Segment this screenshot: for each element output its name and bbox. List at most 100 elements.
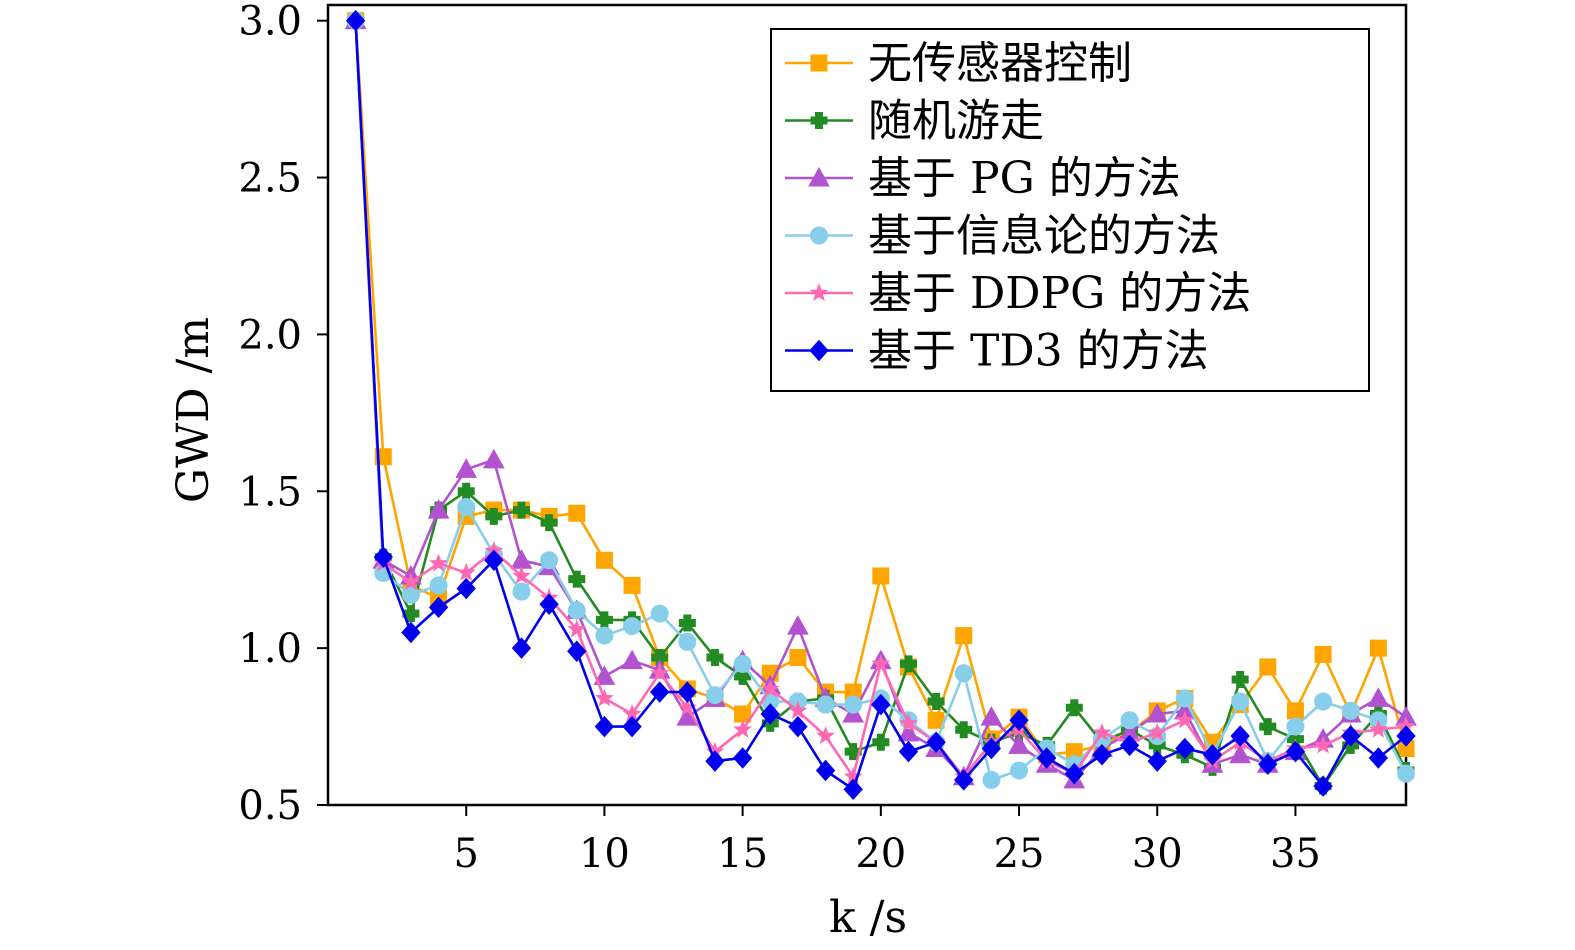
data-point: [1120, 711, 1139, 730]
data-point: [1092, 722, 1112, 741]
data-point: [981, 737, 1002, 760]
data-point: [1008, 734, 1030, 754]
x-tick-label: 35: [1270, 831, 1321, 877]
data-point: [595, 611, 613, 629]
data-point: [1368, 719, 1388, 738]
data-point: [760, 703, 780, 725]
data-point: [1175, 689, 1194, 708]
data-point: [898, 740, 919, 763]
data-point: [788, 715, 808, 738]
data-point: [1231, 692, 1250, 711]
data-point: [872, 567, 890, 585]
y-tick-label: 2.0: [238, 312, 302, 358]
data-point: [1146, 702, 1169, 723]
legend-entry: 随机游走: [785, 96, 1044, 147]
data-point: [455, 458, 478, 478]
data-point: [484, 549, 504, 572]
data-point: [568, 504, 586, 522]
y-axis-label: GWD /m: [168, 317, 219, 503]
data-point: [510, 549, 533, 569]
y-tick-label: 2.5: [238, 156, 302, 202]
data-point: [678, 632, 697, 651]
x-tick-label: 15: [717, 831, 768, 877]
data-point: [927, 692, 945, 710]
data-point: [732, 747, 753, 769]
data-point: [345, 9, 366, 32]
y-tick-label: 0.5: [238, 783, 302, 829]
data-point: [1065, 699, 1083, 717]
x-axis-label: k /s: [829, 892, 907, 943]
x-tick-label: 5: [453, 831, 478, 877]
data-point: [401, 572, 421, 591]
data-point: [788, 700, 808, 719]
data-point: [401, 585, 420, 604]
data-point: [733, 654, 752, 673]
data-point: [1313, 775, 1333, 797]
data-point: [1396, 725, 1416, 747]
data-point: [1314, 645, 1332, 663]
y-tick-label: 3.0: [238, 0, 302, 45]
data-point: [1231, 671, 1249, 689]
data-point: [567, 619, 587, 638]
data-point: [954, 769, 974, 791]
x-axis: 5 10 15 20 25 30 35: [453, 805, 1321, 877]
data-point: [429, 553, 448, 572]
data-point: [622, 715, 642, 738]
data-point: [457, 497, 476, 516]
data-point: [1286, 717, 1305, 736]
data-point: [1175, 710, 1195, 729]
legend-marker: [809, 339, 829, 362]
legend-marker: [810, 54, 828, 72]
data-point: [540, 514, 558, 532]
legend-marker: [808, 166, 830, 187]
data-point: [595, 551, 613, 569]
data-point: [733, 719, 753, 738]
data-point: [1341, 701, 1360, 720]
legend-entry: 基于信息论的方法: [785, 211, 1220, 262]
legend-entry: 基于 DDPG 的方法: [785, 268, 1251, 319]
x-tick-label: 30: [1132, 831, 1183, 877]
legend-label: 基于 PG 的方法: [868, 153, 1181, 204]
data-point: [650, 663, 670, 682]
data-point: [1036, 747, 1057, 769]
series-layer: [344, 9, 1417, 801]
data-point: [1092, 744, 1112, 766]
data-point: [1286, 702, 1304, 720]
data-point: [1258, 753, 1278, 775]
data-point: [871, 653, 891, 672]
data-point: [677, 681, 698, 703]
data-point: [1313, 735, 1333, 754]
data-point: [650, 604, 669, 623]
data-point: [456, 577, 476, 600]
data-point: [844, 695, 863, 714]
data-point: [899, 655, 917, 673]
data-point: [429, 576, 448, 595]
y-tick-label: 1.0: [238, 626, 302, 672]
data-point: [482, 448, 505, 469]
data-point: [485, 507, 503, 525]
data-point: [1397, 764, 1415, 783]
data-point: [1202, 744, 1223, 766]
data-point: [650, 681, 670, 703]
plot-frame: [326, 3, 1408, 807]
legend-label: 无传感器控制: [868, 38, 1132, 89]
y-tick-label: 1.5: [238, 469, 302, 515]
data-point: [1147, 750, 1167, 772]
data-point: [427, 499, 450, 519]
data-point: [373, 546, 393, 568]
data-point: [623, 576, 641, 594]
data-point: [428, 596, 449, 619]
data-point: [1259, 658, 1277, 676]
legend-label: 基于信息论的方法: [868, 211, 1220, 262]
legend-entry: 基于 TD3 的方法: [785, 326, 1209, 377]
legend-marker: [809, 283, 829, 302]
legend-label: 随机游走: [868, 96, 1044, 147]
data-point: [1119, 734, 1140, 757]
data-point: [815, 759, 836, 782]
data-point: [594, 715, 615, 738]
data-point: [816, 695, 835, 714]
data-point: [897, 721, 920, 742]
data-point: [954, 664, 973, 683]
data-point: [1064, 762, 1084, 785]
data-point: [1368, 747, 1389, 769]
